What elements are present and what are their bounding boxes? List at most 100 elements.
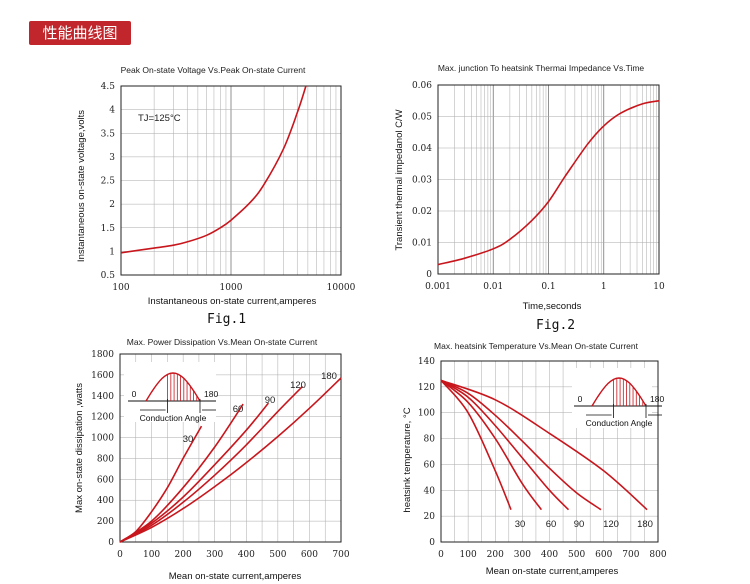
y-tick-label: 0.03 bbox=[412, 176, 432, 186]
y-tick-label: 140 bbox=[418, 357, 435, 367]
series-line bbox=[120, 85, 307, 254]
y-tick-label: 200 bbox=[97, 517, 114, 527]
x-tick-label: 800 bbox=[649, 550, 666, 560]
y-tick-label: 0.5 bbox=[101, 271, 116, 281]
y-tick-label: 0.02 bbox=[412, 207, 432, 217]
x-tick-label: 500 bbox=[568, 550, 585, 560]
chart-title: Max. junction To heatsink Thermai Impeda… bbox=[438, 63, 645, 73]
y-tick-label: 1.5 bbox=[101, 224, 116, 234]
y-tick-label: 4 bbox=[109, 106, 115, 116]
y-axis-label: Max on-state dissipation ,watts bbox=[74, 383, 85, 513]
y-tick-label: 40 bbox=[424, 486, 436, 496]
y-tick-label: 0.06 bbox=[412, 81, 432, 91]
plot-frame bbox=[440, 360, 659, 543]
series-line-180 bbox=[119, 377, 342, 543]
y-tick-label: 4.5 bbox=[101, 82, 116, 92]
y-axis-label: Transient thermal impedanol C/W bbox=[394, 109, 405, 250]
series-label-180: 180 bbox=[321, 371, 337, 382]
inset-waveform bbox=[591, 377, 647, 407]
x-tick-label: 300 bbox=[206, 550, 223, 560]
series-label-60: 60 bbox=[233, 404, 244, 415]
inset-label-180: 180 bbox=[650, 394, 664, 404]
series-line-60 bbox=[440, 379, 543, 511]
y-tick-label: 1600 bbox=[91, 371, 114, 381]
x-tick-label: 1000 bbox=[220, 283, 243, 293]
x-tick-label: 100 bbox=[460, 550, 477, 560]
x-axis-label: Mean on-state current,amperes bbox=[169, 571, 302, 582]
series-line-120 bbox=[119, 385, 304, 543]
chart-title: Max. heatsink Temperature Vs.Mean On-sta… bbox=[434, 341, 639, 351]
x-tick-label: 0.1 bbox=[541, 282, 555, 292]
y-tick-label: 1800 bbox=[91, 350, 114, 360]
series-line bbox=[437, 100, 660, 266]
y-tick-label: 2 bbox=[109, 200, 115, 210]
x-tick-label: 100 bbox=[143, 550, 160, 560]
x-tick-label: 700 bbox=[622, 550, 639, 560]
y-tick-label: 60 bbox=[424, 460, 436, 470]
x-tick-label: 0 bbox=[438, 550, 444, 560]
inset-caption: Conduction Angle bbox=[140, 413, 207, 423]
inset-label-0: 0 bbox=[578, 394, 583, 404]
chart-title: Peak On-state Voltage Vs.Peak On-state C… bbox=[121, 65, 306, 75]
x-tick-label: 200 bbox=[487, 550, 504, 560]
series-label-90: 90 bbox=[574, 519, 585, 530]
y-tick-label: 0 bbox=[429, 538, 435, 548]
x-axis-label: Mean on-state current,amperes bbox=[486, 566, 619, 577]
y-tick-label: 1 bbox=[109, 247, 115, 257]
x-axis-label: Time,seconds bbox=[523, 301, 582, 312]
x-axis-label: Instantaneous on-state current,amperes bbox=[148, 296, 317, 307]
series-label-120: 120 bbox=[603, 519, 619, 530]
x-tick-label: 700 bbox=[332, 550, 349, 560]
y-axis-label: Instantaneous on-state voltage,volts bbox=[76, 110, 87, 262]
series-line-30 bbox=[440, 379, 512, 510]
y-tick-label: 800 bbox=[97, 454, 114, 464]
x-tick-label: 400 bbox=[541, 550, 558, 560]
y-tick-label: 1200 bbox=[91, 413, 114, 423]
inset-caption: Conduction Angle bbox=[586, 418, 653, 428]
x-tick-label: 0.001 bbox=[425, 282, 451, 292]
y-tick-label: 100 bbox=[418, 409, 435, 419]
x-tick-label: 500 bbox=[269, 550, 286, 560]
y-tick-label: 600 bbox=[97, 475, 114, 485]
section-banner: 性能曲线图 bbox=[29, 21, 131, 45]
y-tick-label: 120 bbox=[418, 383, 435, 393]
fig1-caption: Fig.1 bbox=[207, 312, 247, 327]
series-label-120: 120 bbox=[290, 380, 306, 391]
inset-label-0: 0 bbox=[132, 389, 137, 399]
inset-waveform bbox=[145, 372, 201, 402]
x-tick-label: 400 bbox=[238, 550, 255, 560]
inset-label-180: 180 bbox=[204, 389, 218, 399]
plot-frame bbox=[119, 353, 342, 543]
x-tick-label: 10 bbox=[653, 282, 665, 292]
inset-background bbox=[572, 368, 652, 428]
chart-title: Max. Power Dissipation Vs.Mean On-state … bbox=[127, 337, 318, 347]
plot-frame bbox=[120, 85, 342, 276]
y-tick-label: 1000 bbox=[91, 434, 114, 444]
y-tick-label: 0.05 bbox=[412, 113, 432, 123]
series-label-180: 180 bbox=[637, 519, 653, 530]
temperature-annotation: TJ=125°C bbox=[138, 113, 181, 124]
series-line-90 bbox=[119, 402, 270, 543]
series-label-90: 90 bbox=[265, 395, 276, 406]
x-tick-label: 300 bbox=[514, 550, 531, 560]
series-line-60 bbox=[119, 403, 244, 543]
y-tick-label: 2.5 bbox=[101, 177, 116, 187]
y-tick-label: 3 bbox=[109, 153, 115, 163]
y-tick-label: 1400 bbox=[91, 392, 114, 402]
y-tick-label: 0.01 bbox=[412, 239, 432, 249]
x-tick-label: 100 bbox=[112, 283, 129, 293]
y-tick-label: 0.04 bbox=[412, 144, 432, 154]
y-tick-label: 3.5 bbox=[101, 129, 116, 139]
y-tick-label: 400 bbox=[97, 496, 114, 506]
x-tick-label: 10000 bbox=[327, 283, 356, 293]
series-label-30: 30 bbox=[183, 434, 194, 445]
series-line-180 bbox=[440, 379, 648, 511]
inset-background bbox=[124, 362, 216, 422]
series-line-120 bbox=[440, 379, 602, 511]
x-tick-label: 200 bbox=[175, 550, 192, 560]
plot-frame bbox=[437, 84, 660, 275]
x-tick-label: 600 bbox=[595, 550, 612, 560]
y-tick-label: 80 bbox=[424, 435, 436, 445]
y-tick-label: 20 bbox=[424, 512, 436, 522]
